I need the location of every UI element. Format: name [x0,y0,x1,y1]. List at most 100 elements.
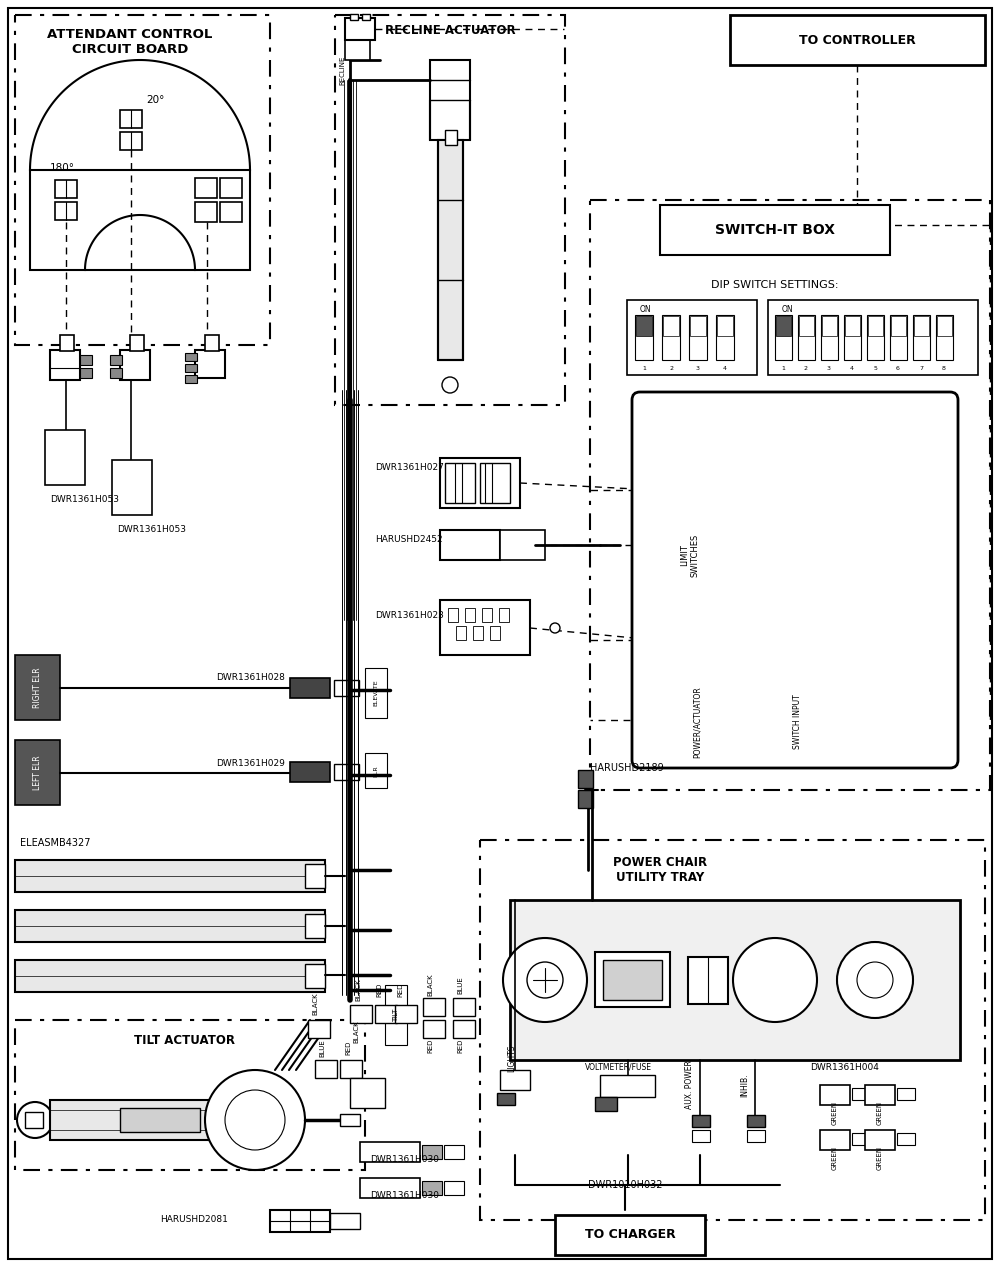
Text: GREEN: GREEN [832,1145,838,1169]
Text: 180°: 180° [50,163,75,174]
Circle shape [684,555,692,563]
Text: BLACK: BLACK [353,1021,359,1043]
Polygon shape [345,18,375,41]
Circle shape [782,711,788,717]
Polygon shape [305,964,325,988]
Polygon shape [185,364,197,372]
Polygon shape [627,300,757,375]
Text: BLUE: BLUE [457,976,463,993]
Text: SWITCH INPUT: SWITCH INPUT [792,694,802,749]
Circle shape [684,601,692,609]
Text: RED: RED [376,983,382,997]
Text: 20°: 20° [146,95,164,105]
Text: 6: 6 [896,365,900,370]
Text: HARUSHD2189: HARUSHD2189 [590,763,664,773]
Polygon shape [688,957,728,1003]
Text: TILT ACTUATOR: TILT ACTUATOR [134,1034,236,1047]
Text: LIGHTS: LIGHTS [508,1044,516,1072]
Text: RED: RED [457,1039,463,1053]
Text: DWR1361H023: DWR1361H023 [375,611,444,620]
Polygon shape [635,315,653,360]
Polygon shape [112,460,152,514]
Polygon shape [868,315,883,336]
Text: POWER/ACTUATOR: POWER/ACTUATOR [692,687,702,758]
Circle shape [682,702,688,708]
Polygon shape [25,1112,43,1128]
Circle shape [661,736,673,748]
Text: DWR1361H004: DWR1361H004 [810,1063,879,1072]
Text: DWR1361H030: DWR1361H030 [370,1191,439,1200]
Text: DWR1361H029: DWR1361H029 [216,759,285,768]
Text: DWR1361H053: DWR1361H053 [50,495,119,504]
Polygon shape [350,1005,372,1022]
Polygon shape [490,626,500,640]
Polygon shape [45,430,85,485]
Circle shape [503,938,587,1022]
Polygon shape [822,315,837,336]
Text: BLACK: BLACK [427,973,433,996]
Circle shape [782,729,788,735]
Circle shape [550,623,560,634]
Polygon shape [937,315,952,336]
Circle shape [685,563,691,568]
Polygon shape [660,205,890,255]
Polygon shape [195,350,225,378]
Polygon shape [891,315,906,336]
Polygon shape [120,110,142,128]
Text: GREEN: GREEN [877,1101,883,1125]
Polygon shape [60,334,74,351]
Polygon shape [422,1181,442,1195]
Polygon shape [195,177,217,198]
Polygon shape [438,139,463,360]
Polygon shape [385,984,407,1045]
Circle shape [527,962,563,998]
Circle shape [857,962,893,998]
Polygon shape [120,350,150,380]
Polygon shape [636,315,652,336]
Polygon shape [350,14,358,20]
Circle shape [775,575,905,704]
Text: AUX. POWER: AUX. POWER [686,1060,694,1110]
Text: DWR1010H032: DWR1010H032 [588,1180,662,1190]
Polygon shape [852,1088,870,1100]
Text: GREEN: GREEN [832,1101,838,1125]
Polygon shape [716,315,734,360]
Circle shape [682,711,688,717]
Text: RECLINE: RECLINE [339,56,345,85]
Polygon shape [444,1145,464,1159]
Polygon shape [195,201,217,222]
Polygon shape [315,1060,337,1078]
Text: TILT: TILT [393,1009,399,1021]
Polygon shape [662,315,680,360]
Circle shape [810,460,870,519]
Polygon shape [500,535,535,555]
Text: 3: 3 [827,365,831,370]
Polygon shape [844,315,861,360]
Polygon shape [120,132,142,150]
Polygon shape [423,998,445,1016]
Polygon shape [50,1100,230,1140]
Text: ELEVATE: ELEVATE [374,679,378,706]
Polygon shape [595,952,670,1007]
Polygon shape [480,462,510,503]
Text: POWER CHAIR
UTILITY TRAY: POWER CHAIR UTILITY TRAY [613,856,707,884]
Text: ON: ON [782,305,794,314]
Text: ELR: ELR [374,765,378,777]
Polygon shape [500,1071,530,1090]
Polygon shape [799,315,814,336]
Text: RED: RED [397,983,403,997]
Polygon shape [362,14,370,20]
Circle shape [663,433,677,447]
Text: 1: 1 [642,365,646,370]
Circle shape [828,478,852,502]
Text: BLUE: BLUE [319,1039,325,1057]
Text: DWR1361H028: DWR1361H028 [216,674,285,683]
Polygon shape [730,15,985,65]
Text: DWR1361H030: DWR1361H030 [370,1156,439,1164]
Polygon shape [867,315,884,360]
Polygon shape [110,367,122,378]
Polygon shape [913,315,930,360]
Polygon shape [430,60,470,139]
Polygon shape [130,334,144,351]
Polygon shape [820,1085,850,1105]
